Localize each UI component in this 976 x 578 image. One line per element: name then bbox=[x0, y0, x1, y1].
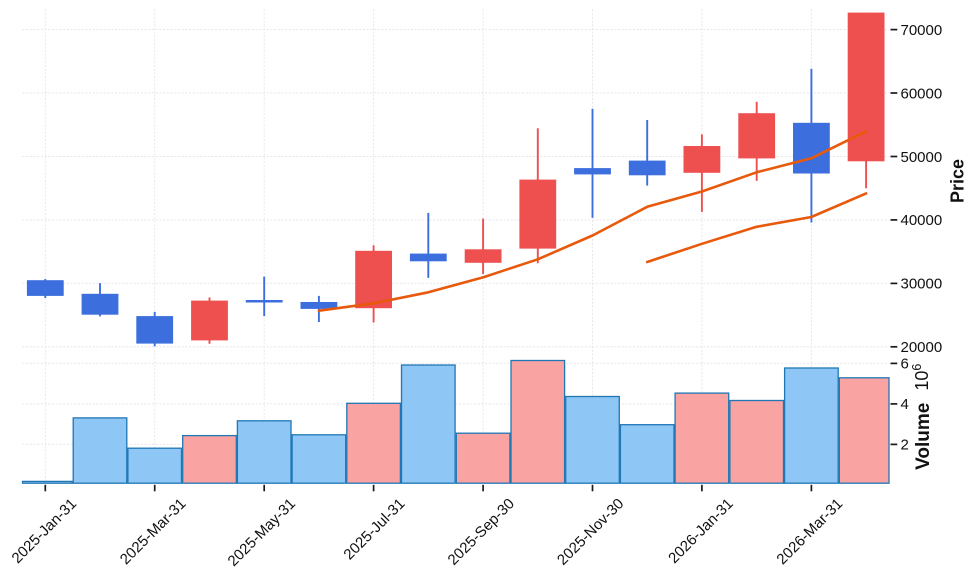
svg-text:30000: 30000 bbox=[901, 276, 943, 293]
svg-text:Price: Price bbox=[948, 159, 968, 203]
svg-text:50000: 50000 bbox=[901, 149, 943, 166]
svg-text:40000: 40000 bbox=[901, 212, 943, 229]
svg-text:60000: 60000 bbox=[901, 85, 943, 102]
svg-text:Volume: Volume bbox=[913, 403, 934, 470]
svg-text:70000: 70000 bbox=[901, 22, 943, 39]
svg-text:6: 6 bbox=[901, 356, 909, 373]
svg-text:4: 4 bbox=[901, 396, 909, 413]
svg-text:2: 2 bbox=[901, 437, 909, 454]
svg-text:20000: 20000 bbox=[901, 339, 943, 356]
